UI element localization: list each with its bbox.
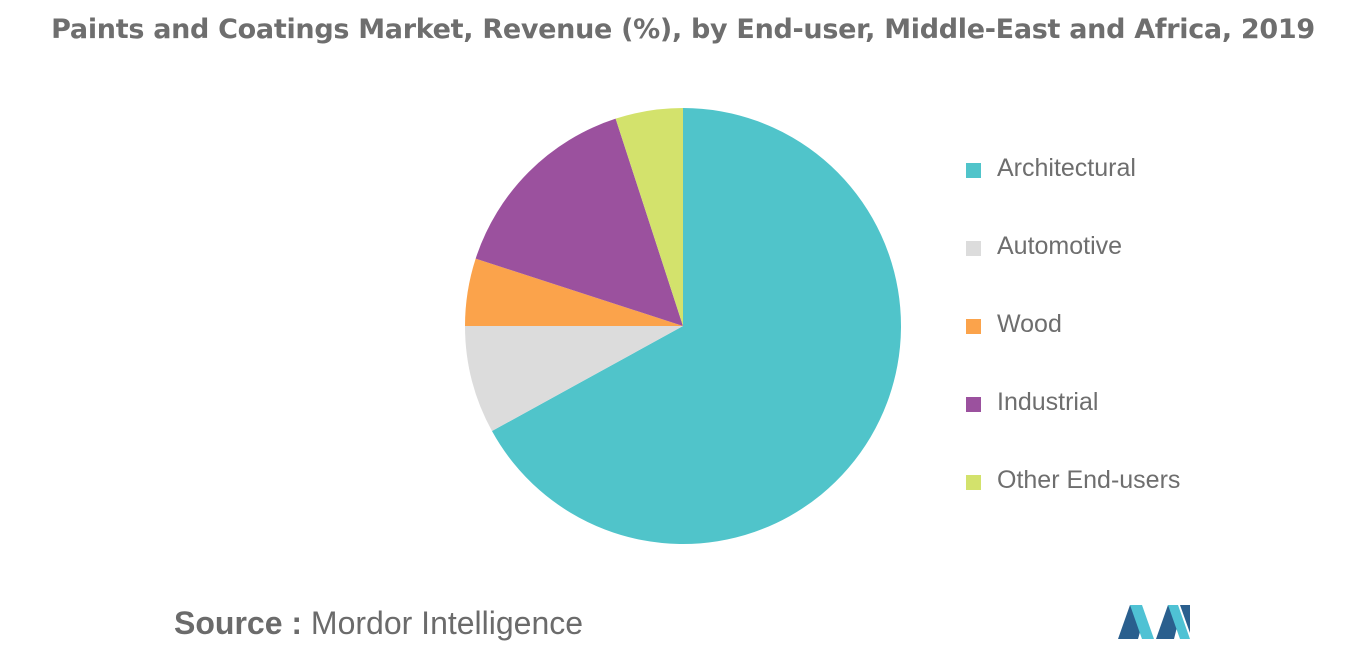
legend-label: Other End-users bbox=[997, 466, 1180, 495]
legend-swatch bbox=[966, 241, 981, 256]
legend-swatch bbox=[966, 319, 981, 334]
mordor-intelligence-logo bbox=[1116, 603, 1192, 641]
source-note: Source : Mordor Intelligence bbox=[174, 605, 583, 642]
legend-swatch bbox=[966, 475, 981, 490]
legend-swatch bbox=[966, 397, 981, 412]
legend-label: Industrial bbox=[997, 388, 1098, 417]
legend-label: Wood bbox=[997, 310, 1062, 339]
source-label: Source : bbox=[174, 605, 302, 641]
legend-label: Automotive bbox=[997, 232, 1122, 261]
legend-swatch bbox=[966, 163, 981, 178]
source-text: Mordor Intelligence bbox=[311, 605, 583, 641]
legend-label: Architectural bbox=[997, 154, 1136, 183]
